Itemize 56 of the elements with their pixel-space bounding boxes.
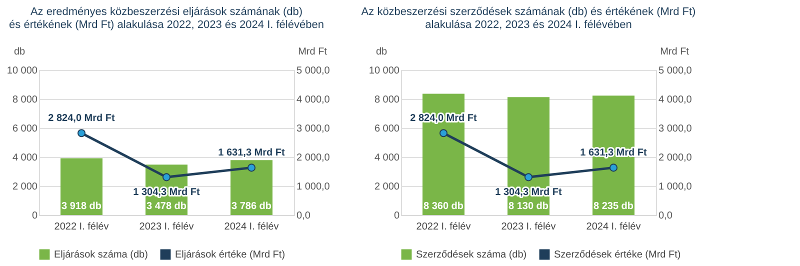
data-label: 8 235 db — [593, 201, 634, 212]
y-axis-title: db — [376, 46, 388, 58]
data-label: 1 631,3 Mrd Ft — [218, 148, 286, 159]
bar — [60, 158, 102, 215]
y2-tick-label: 3 000,0 — [658, 124, 692, 134]
x-tick-label: 2022 I. félév — [54, 222, 109, 232]
y-tick-label: 0 — [32, 210, 38, 222]
y2-tick-label: 0,0 — [296, 210, 311, 222]
y-tick-label: 6 000 — [12, 124, 38, 134]
data-label: 3 786 db — [231, 201, 272, 212]
x-tick-label: 2022 I. félév — [416, 222, 471, 232]
bar — [230, 160, 272, 215]
y-tick-label: 2 000 — [12, 182, 38, 192]
y-tick-label: 10 000 — [6, 66, 38, 76]
y2-tick-label: 4 000,0 — [296, 94, 330, 106]
y-tick-label: 6 000 — [374, 124, 400, 134]
y2-tick-label: 0,0 — [658, 210, 673, 222]
legend-label: Eljárások értéke (Mrd Ft) — [175, 250, 286, 261]
y2-tick-label: 4 000,0 — [658, 94, 692, 106]
point — [609, 164, 618, 172]
x-tick-label: 2024 I. félév — [224, 222, 279, 232]
data-label: 3 478 db — [146, 201, 187, 212]
y-axis-title: db — [14, 46, 26, 58]
legend-label: Szerződések száma (db) — [416, 250, 527, 261]
y2-axis-title: Mrd Ft — [298, 46, 328, 58]
y-tick-label: 10 000 — [368, 66, 400, 76]
y2-axis-title: Mrd Ft — [660, 46, 690, 58]
y-tick-label: 8 000 — [12, 94, 38, 106]
legend-label: Szerződések értéke (Mrd Ft) — [554, 250, 681, 261]
data-label: 8 360 db — [423, 201, 464, 212]
x-tick-label: 2023 I. félév — [139, 222, 194, 232]
data-label: 2 824,0 Mrd Ft — [48, 113, 116, 124]
y-tick-label: 4 000 — [12, 152, 38, 164]
point — [247, 164, 256, 172]
y2-tick-label: 2 000,0 — [658, 152, 692, 164]
legend-label: Eljárások száma (db) — [54, 250, 148, 261]
y-tick-label: 4 000 — [374, 152, 400, 164]
y-tick-label: 0 — [394, 210, 400, 222]
y2-tick-label: 1 000,0 — [296, 182, 330, 192]
y2-tick-label: 1 000,0 — [658, 182, 692, 192]
point — [77, 129, 86, 138]
y2-tick-label: 2 000,0 — [296, 152, 330, 164]
x-tick-label: 2023 I. félév — [501, 222, 556, 232]
data-label: 3 918 db — [61, 201, 102, 212]
point — [524, 173, 533, 182]
x-tick-label: 2024 I. félév — [586, 222, 641, 232]
point — [162, 173, 171, 182]
chart-title: Az eredményes közbeszerzési eljárások számának (db) és értékének (Mrd Ft) alakulása 2022, 2023 és 2024 I. félévében — [9, 6, 324, 31]
chart-title: Az közbeszerzési szerződések számának (db) és értékének (Mrd Ft) alakulása 2022, 2023 és 2024 I. félévében — [361, 6, 696, 31]
y-tick-label: 2 000 — [374, 182, 400, 192]
y-tick-label: 8 000 — [374, 94, 400, 106]
y2-tick-label: 3 000,0 — [296, 124, 330, 134]
data-label: 8 130 db — [508, 201, 549, 212]
y2-tick-label: 5 000,0 — [658, 66, 692, 76]
point — [439, 129, 448, 138]
y2-tick-label: 5 000,0 — [296, 66, 330, 76]
